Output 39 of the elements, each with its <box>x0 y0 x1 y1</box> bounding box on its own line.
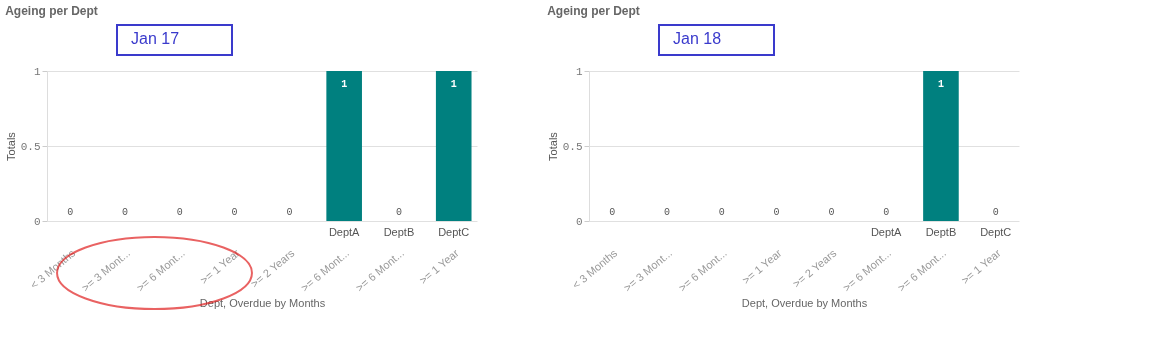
data-label: 0 <box>828 207 835 218</box>
x-tick-label: >= 1 Year <box>739 246 784 287</box>
data-label: 0 <box>286 207 293 218</box>
data-label: 1 <box>341 79 348 90</box>
chart-title: Ageing per Dept <box>547 4 640 18</box>
data-label: 0 <box>395 207 402 218</box>
data-label: 0 <box>664 207 671 218</box>
chart-title: Ageing per Dept <box>5 4 98 18</box>
text: DeptC <box>438 226 470 238</box>
data-label: 0 <box>992 207 999 218</box>
y-tick-label: 0.5 <box>20 140 41 153</box>
data-label: 0 <box>176 207 183 218</box>
data-label: 0 <box>718 207 725 218</box>
y-tick-label: 1 <box>575 65 583 78</box>
text: Jan 17 <box>131 30 180 47</box>
y-tick-label: 0 <box>575 215 583 228</box>
data-label: 0 <box>883 207 890 218</box>
data-label: 1 <box>450 79 457 90</box>
x-tick-label: >= 1 Year <box>197 246 242 287</box>
y-axis-title: Totals <box>4 131 17 161</box>
text: Jan 18 <box>673 30 722 47</box>
data-label: 0 <box>773 207 780 218</box>
y-tick-label: 0.5 <box>562 140 583 153</box>
y-tick-label: 0 <box>33 215 41 228</box>
text: DeptA <box>870 226 903 238</box>
data-label: 0 <box>609 207 616 218</box>
text: DeptA <box>328 226 361 238</box>
y-tick-label: 1 <box>33 65 41 78</box>
data-label: 0 <box>67 207 74 218</box>
y-axis-title: Totals <box>546 131 559 161</box>
text: DeptB <box>383 226 415 238</box>
data-label: 1 <box>937 79 944 90</box>
text: DeptB <box>925 226 957 238</box>
data-label: 0 <box>122 207 129 218</box>
x-tick-label: >= 1 Year <box>416 246 462 287</box>
data-label: 0 <box>231 207 238 218</box>
x-tick-label: >= 1 Year <box>958 246 1004 287</box>
x-axis-title: Dept, Overdue by Months <box>741 296 868 309</box>
text: DeptC <box>980 226 1012 238</box>
